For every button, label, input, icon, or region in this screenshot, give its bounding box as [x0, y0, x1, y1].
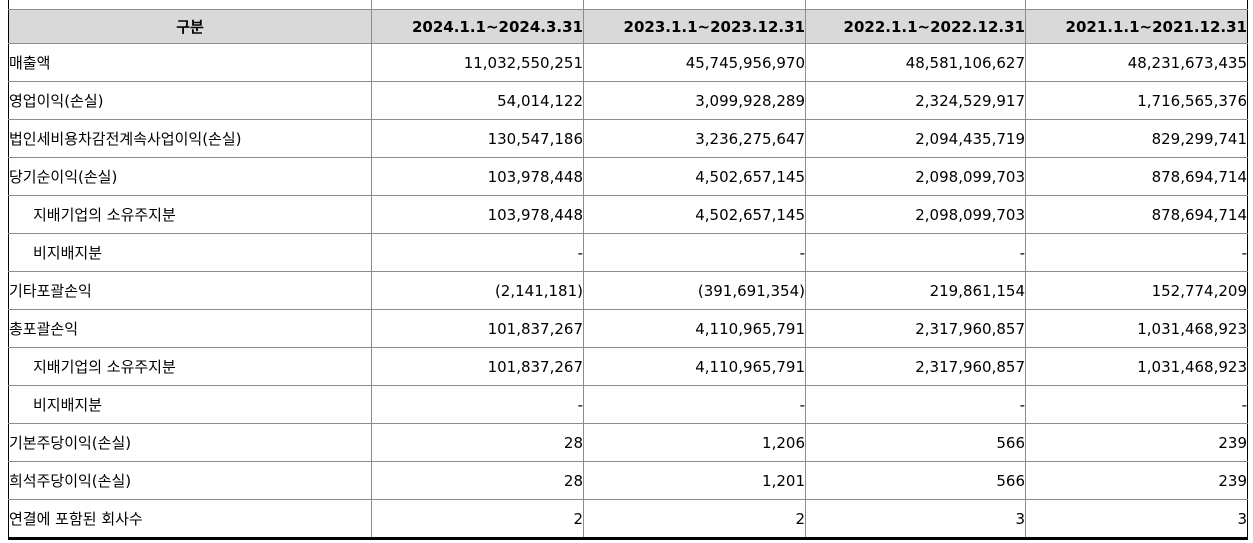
cell-value: 130,547,186	[371, 119, 584, 158]
row-label: 비지배지분	[8, 233, 372, 272]
cell-value: 3,099,928,289	[583, 81, 806, 120]
cell-value: 101,837,267	[371, 309, 584, 348]
cell-value: -	[805, 233, 1026, 272]
cell-value: 103,978,448	[371, 157, 584, 196]
row-label: 매출액	[8, 43, 372, 82]
cell-value: 3	[1025, 499, 1248, 540]
cell-value: 2,094,435,719	[805, 119, 1026, 158]
table-row: 지배기업의 소유주지분 103,978,448 4,502,657,145 2,098…	[8, 195, 1248, 234]
cell-value: (2,141,181)	[371, 271, 584, 310]
financial-summary-table: 구분 2024.1.1~2024.3.31 2023.1.1~2023.12.31…	[8, 0, 1248, 540]
cutoff-cell	[583, 0, 806, 10]
column-header-period: 2022.1.1~2022.12.31	[805, 9, 1026, 44]
table-row: 지배기업의 소유주지분 101,837,267 4,110,965,791 2,317…	[8, 347, 1248, 386]
table-row: 매출액 11,032,550,251 45,745,956,970 48,581,10…	[8, 43, 1248, 82]
cell-value: 2,317,960,857	[805, 347, 1026, 386]
cell-value: 45,745,956,970	[583, 43, 806, 82]
cell-value: 2	[583, 499, 806, 540]
row-label: 당기순이익(손실)	[8, 157, 372, 196]
cell-value: 1,206	[583, 423, 806, 462]
cell-value: 54,014,122	[371, 81, 584, 120]
cell-value: 566	[805, 461, 1026, 500]
cell-value: 878,694,714	[1025, 157, 1248, 196]
cell-value: -	[583, 233, 806, 272]
cell-value: 2,324,529,917	[805, 81, 1026, 120]
table-row: 연결에 포함된 회사수 2 2 3 3	[8, 499, 1248, 540]
cell-value: 1,031,468,923	[1025, 309, 1248, 348]
cell-value: 28	[371, 461, 584, 500]
row-label: 기타포괄손익	[8, 271, 372, 310]
cell-value: -	[1025, 385, 1248, 424]
cell-value: 2,098,099,703	[805, 157, 1026, 196]
table-row: 법인세비용차감전계속사업이익(손실) 130,547,186 3,236,275,6…	[8, 119, 1248, 158]
row-label: 지배기업의 소유주지분	[8, 195, 372, 234]
cutoff-cell	[8, 0, 372, 10]
cell-value: -	[583, 385, 806, 424]
header-row: 구분 2024.1.1~2024.3.31 2023.1.1~2023.12.31…	[8, 9, 1248, 44]
row-label: 영업이익(손실)	[8, 81, 372, 120]
cutoff-row-top	[8, 0, 1248, 10]
row-label: 희석주당이익(손실)	[8, 461, 372, 500]
cell-value: -	[1025, 233, 1248, 272]
cell-value: 219,861,154	[805, 271, 1026, 310]
column-header-period: 2024.1.1~2024.3.31	[371, 9, 584, 44]
cell-value: 239	[1025, 423, 1248, 462]
table-row: 비지배지분 - - - -	[8, 233, 1248, 272]
cell-value: 28	[371, 423, 584, 462]
cell-value: 878,694,714	[1025, 195, 1248, 234]
row-label: 지배기업의 소유주지분	[8, 347, 372, 386]
cell-value: 101,837,267	[371, 347, 584, 386]
cell-value: 829,299,741	[1025, 119, 1248, 158]
table-row: 기타포괄손익 (2,141,181) (391,691,354) 219,861,15…	[8, 271, 1248, 310]
column-header-category: 구분	[8, 9, 372, 44]
table-row: 당기순이익(손실) 103,978,448 4,502,657,145 2,098,0…	[8, 157, 1248, 196]
cell-value: 4,110,965,791	[583, 309, 806, 348]
cell-value: -	[371, 233, 584, 272]
cell-value: 239	[1025, 461, 1248, 500]
cell-value: 2	[371, 499, 584, 540]
cell-value: 4,502,657,145	[583, 157, 806, 196]
cell-value: -	[805, 385, 1026, 424]
table-row: 총포괄손익 101,837,267 4,110,965,791 2,317,960,8…	[8, 309, 1248, 348]
cell-value: 1,201	[583, 461, 806, 500]
cell-value: 152,774,209	[1025, 271, 1248, 310]
column-header-period: 2023.1.1~2023.12.31	[583, 9, 806, 44]
cell-value: 48,581,106,627	[805, 43, 1026, 82]
cell-value: 2,317,960,857	[805, 309, 1026, 348]
cutoff-cell	[371, 0, 584, 10]
cutoff-cell	[805, 0, 1026, 10]
cell-value: 3	[805, 499, 1026, 540]
cell-value: 103,978,448	[371, 195, 584, 234]
cell-value: 11,032,550,251	[371, 43, 584, 82]
cell-value: 3,236,275,647	[583, 119, 806, 158]
row-label: 총포괄손익	[8, 309, 372, 348]
cell-value: -	[371, 385, 584, 424]
table-row: 비지배지분 - - - -	[8, 385, 1248, 424]
cell-value: 4,110,965,791	[583, 347, 806, 386]
row-label: 법인세비용차감전계속사업이익(손실)	[8, 119, 372, 158]
cell-value: 4,502,657,145	[583, 195, 806, 234]
cell-value: (391,691,354)	[583, 271, 806, 310]
table-row: 영업이익(손실) 54,014,122 3,099,928,289 2,324,529…	[8, 81, 1248, 120]
column-header-period: 2021.1.1~2021.12.31	[1025, 9, 1248, 44]
cutoff-cell	[1025, 0, 1248, 10]
row-label: 기본주당이익(손실)	[8, 423, 372, 462]
cell-value: 1,031,468,923	[1025, 347, 1248, 386]
row-label: 연결에 포함된 회사수	[8, 499, 372, 540]
table-row: 기본주당이익(손실) 28 1,206 566 239	[8, 423, 1248, 462]
table-row: 희석주당이익(손실) 28 1,201 566 239	[8, 461, 1248, 500]
cell-value: 2,098,099,703	[805, 195, 1026, 234]
cell-value: 48,231,673,435	[1025, 43, 1248, 82]
cell-value: 1,716,565,376	[1025, 81, 1248, 120]
row-label: 비지배지분	[8, 385, 372, 424]
cell-value: 566	[805, 423, 1026, 462]
